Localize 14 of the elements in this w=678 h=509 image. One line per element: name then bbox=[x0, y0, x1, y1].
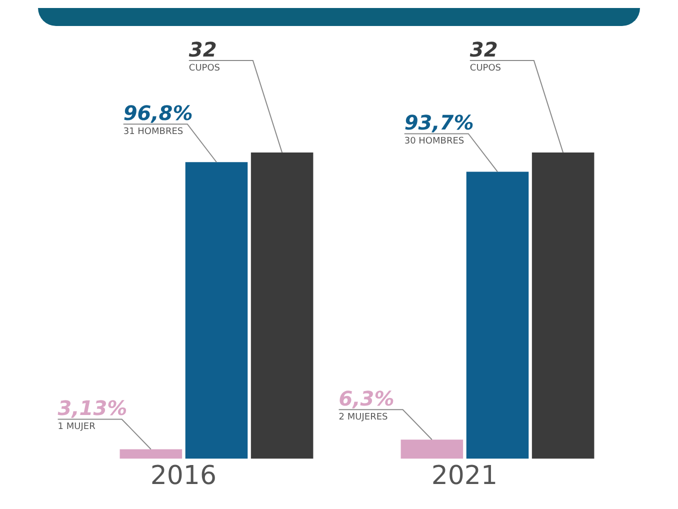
bar bbox=[466, 172, 529, 459]
data-label: 32 CUPOS bbox=[470, 38, 502, 74]
data-label: 6,3% 2 MUJERES bbox=[338, 386, 394, 423]
x-tick-label: 2016 bbox=[150, 461, 216, 492]
data-label: 96,8% 31 HOMBRES bbox=[123, 101, 193, 138]
bar bbox=[532, 152, 594, 459]
bar bbox=[400, 440, 464, 459]
bar bbox=[250, 152, 314, 459]
x-tick-label: 2021 bbox=[431, 461, 498, 492]
data-label: 93,7% 30 HOMBRES bbox=[404, 110, 474, 147]
bar bbox=[120, 449, 182, 459]
bar bbox=[185, 162, 248, 459]
data-label: 3,13% 1 MUJER bbox=[58, 396, 128, 432]
data-label: 32 CUPOS bbox=[188, 38, 220, 74]
